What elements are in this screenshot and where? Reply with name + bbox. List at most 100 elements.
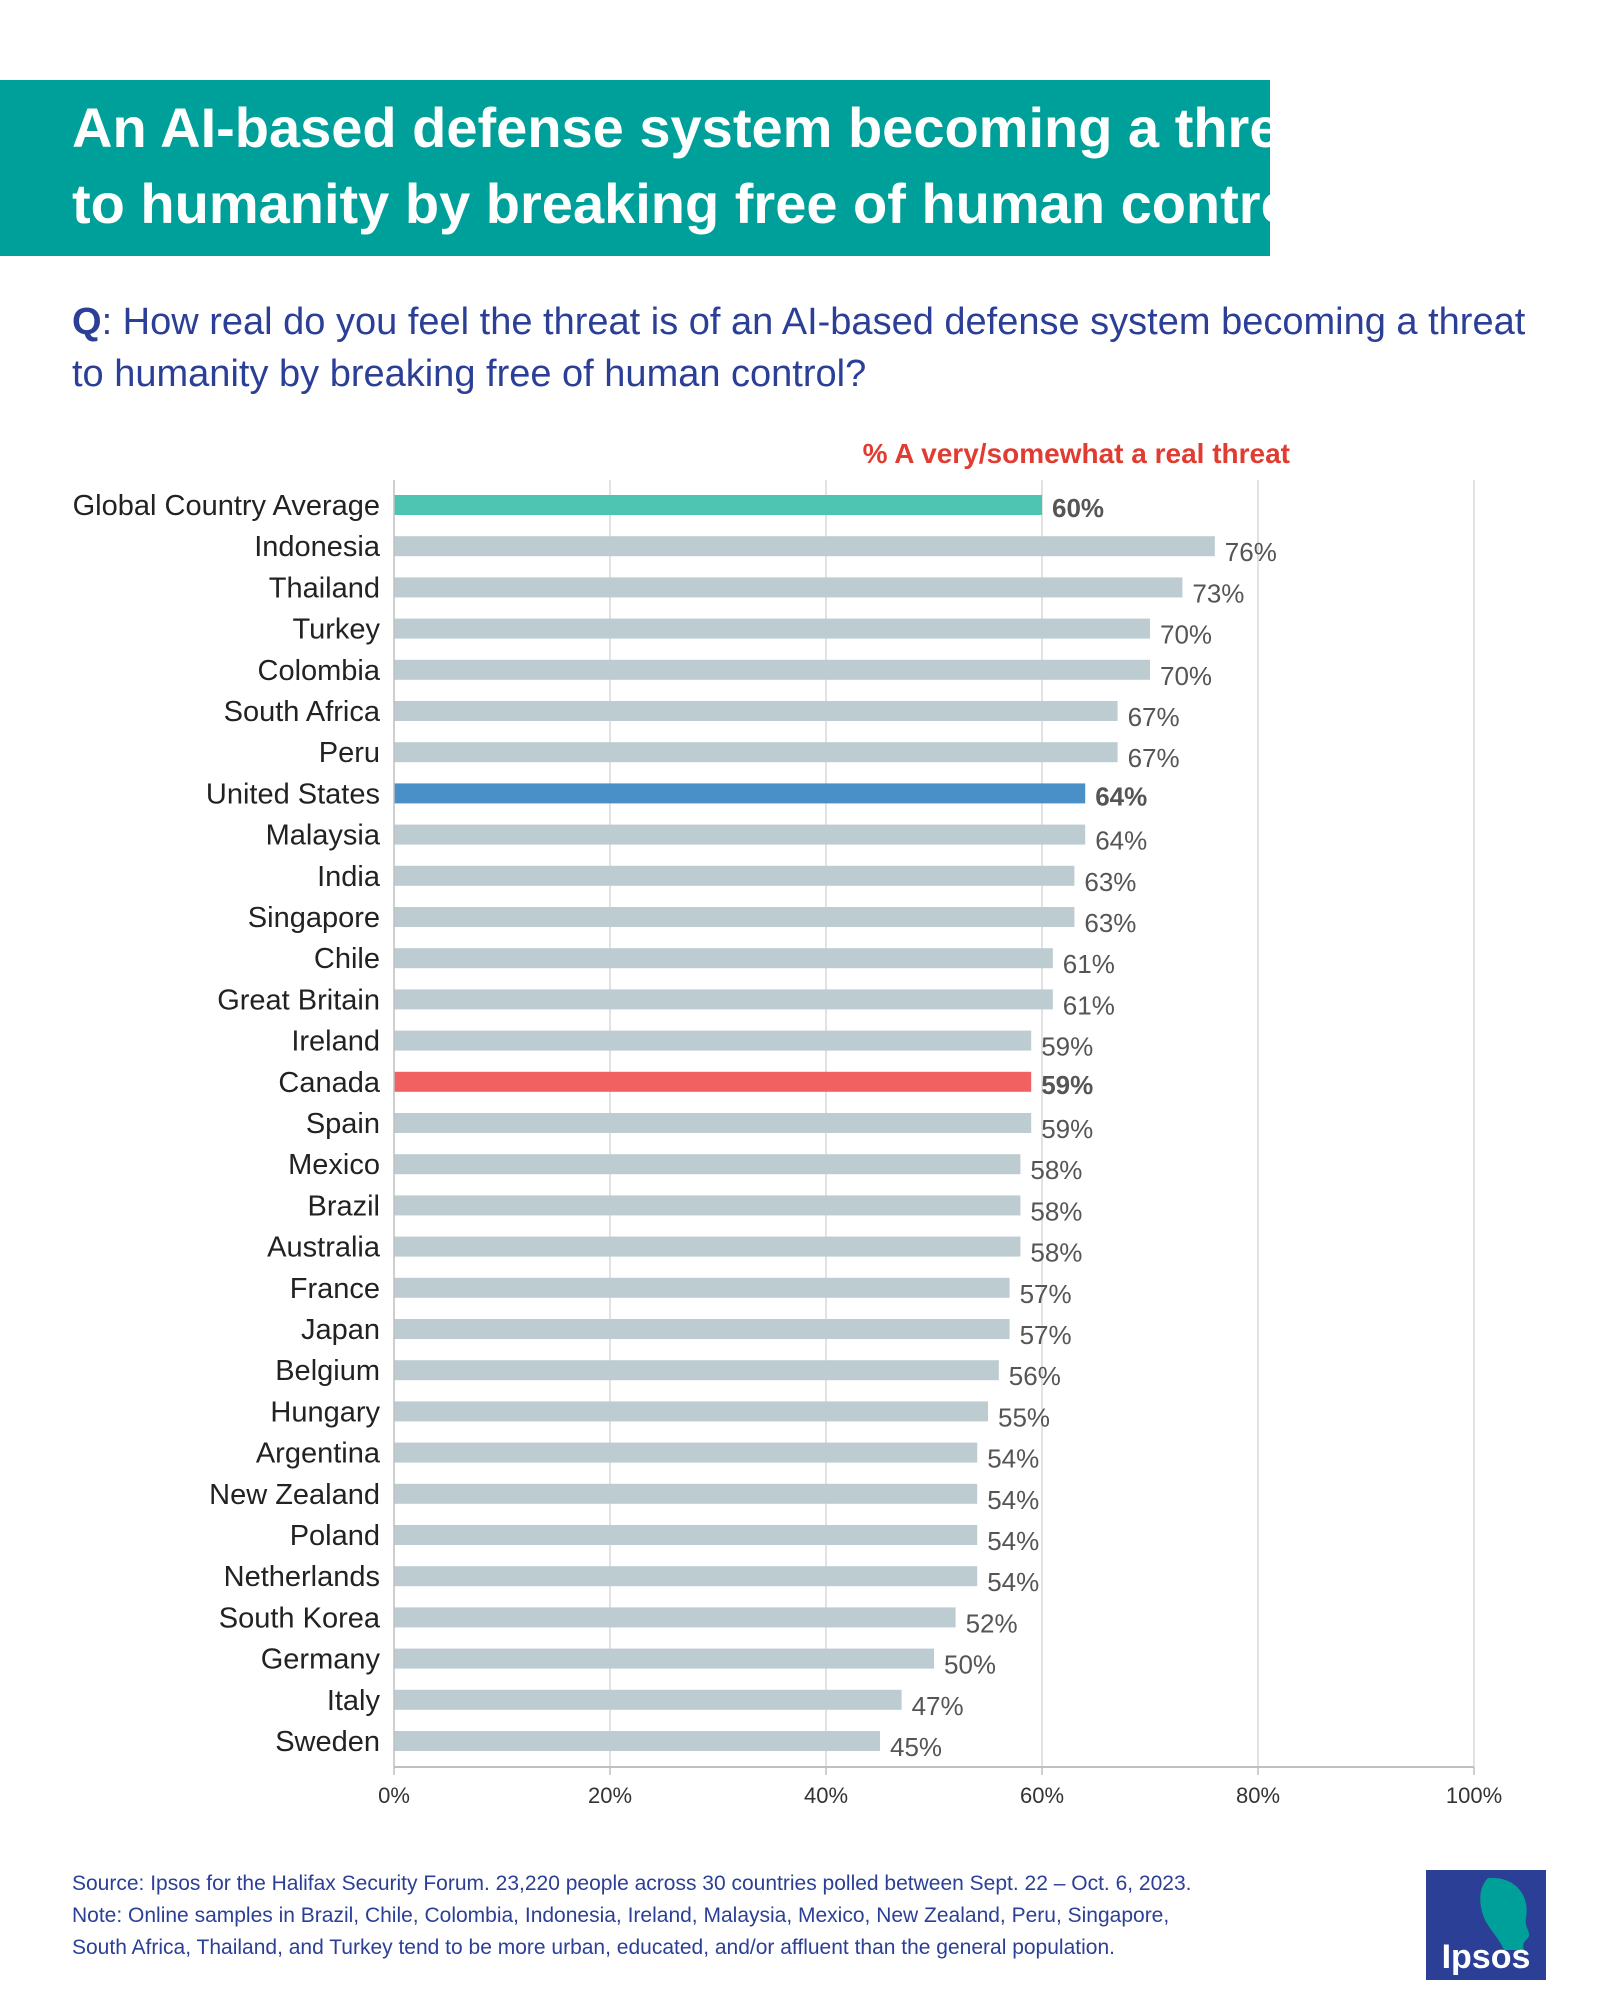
value-label: 57% (1020, 1279, 1072, 1309)
bar (394, 1483, 978, 1504)
category-label: Netherlands (224, 1561, 380, 1593)
ipsos-head-logo-icon: Ipsos (1426, 1870, 1546, 1980)
category-label: Turkey (292, 614, 380, 646)
category-label: Japan (301, 1314, 380, 1346)
category-label: Chile (314, 943, 380, 975)
value-label: 58% (1030, 1196, 1082, 1226)
category-label: Indonesia (254, 531, 381, 563)
bar (394, 824, 1086, 845)
value-label: 47% (912, 1691, 964, 1721)
category-label: Malaysia (266, 820, 381, 852)
value-label: 50% (944, 1650, 996, 1680)
category-label: Poland (290, 1520, 380, 1552)
value-label: 59% (1041, 1070, 1093, 1100)
question-text: : How real do you feel the threat is of … (72, 301, 1526, 395)
bar (394, 1195, 1021, 1216)
bar-chart: Global Country Average 60% Indonesia 76% Tha… (73, 480, 1502, 1808)
category-label: New Zealand (209, 1479, 380, 1511)
value-label: 67% (1128, 702, 1180, 732)
x-tick-label: 0% (378, 1783, 410, 1808)
question-prefix: Q (72, 301, 102, 343)
bar (394, 536, 1215, 557)
value-label: 58% (1030, 1155, 1082, 1185)
bar (394, 783, 1086, 804)
bar (394, 1566, 978, 1587)
category-label: South Korea (219, 1602, 381, 1634)
bar (394, 701, 1118, 721)
category-label: Belgium (275, 1355, 380, 1387)
bar (394, 1236, 1021, 1257)
value-label: 61% (1063, 949, 1115, 979)
value-label: 56% (1009, 1361, 1061, 1391)
ipsos-logo-text: Ipsos (1442, 1938, 1531, 1976)
category-label: Brazil (307, 1190, 380, 1222)
category-label: Germany (261, 1644, 381, 1676)
x-tick-label: 20% (588, 1783, 632, 1808)
x-tick-label: 100% (1446, 1783, 1502, 1808)
bar (394, 659, 1150, 680)
category-label: India (317, 861, 381, 893)
value-label: 57% (1020, 1320, 1072, 1350)
value-label: 59% (1041, 1114, 1093, 1144)
bar (394, 1442, 978, 1463)
value-label: 64% (1095, 826, 1147, 856)
category-label: Spain (306, 1108, 380, 1140)
value-label: 67% (1128, 743, 1180, 773)
bar (394, 865, 1075, 886)
bar (394, 1319, 1010, 1339)
value-label: 45% (890, 1732, 942, 1762)
category-label: Australia (267, 1232, 381, 1264)
bar (394, 1113, 1032, 1133)
bar (394, 742, 1118, 763)
value-label: 59% (1041, 1032, 1093, 1062)
bar (394, 1360, 999, 1381)
source-note: Source: Ipsos for the Halifax Security F… (72, 1872, 1192, 1895)
category-label: Argentina (256, 1438, 381, 1470)
category-label: Ireland (291, 1026, 380, 1058)
x-tick-label: 80% (1236, 1783, 1280, 1808)
question: Q: How real do you feel the threat is of… (72, 296, 1532, 400)
bar (394, 1030, 1032, 1051)
value-label: 54% (987, 1444, 1039, 1474)
category-label: South Africa (224, 696, 381, 728)
value-label: 54% (987, 1485, 1039, 1515)
category-label: Peru (319, 737, 380, 769)
bar (394, 989, 1053, 1010)
value-label: 54% (987, 1526, 1039, 1556)
bar (394, 1277, 1010, 1298)
value-label: 63% (1084, 867, 1136, 897)
ipsos-logo: Ipsos (1426, 1870, 1546, 1980)
bar (394, 907, 1075, 927)
category-label: France (290, 1273, 380, 1305)
bar (394, 1731, 880, 1751)
value-label: 52% (966, 1608, 1018, 1638)
value-label: 63% (1084, 908, 1136, 938)
category-label: Italy (327, 1685, 381, 1717)
bar (394, 1525, 978, 1545)
value-label: 61% (1063, 990, 1115, 1020)
category-label: Mexico (288, 1149, 380, 1181)
x-tick-label: 60% (1020, 1783, 1064, 1808)
series-label: % A very/somewhat a real threat (862, 438, 1290, 469)
category-label: Hungary (270, 1396, 380, 1428)
value-label: 70% (1160, 620, 1212, 650)
x-tick-label: 40% (804, 1783, 848, 1808)
value-label: 76% (1225, 537, 1277, 567)
value-label: 64% (1095, 781, 1147, 811)
value-label: 60% (1052, 493, 1104, 523)
bar (394, 1689, 902, 1710)
category-label: Canada (278, 1067, 380, 1099)
title-line-1: An AI-based defense system becoming a th… (72, 96, 1331, 159)
bar (394, 1648, 934, 1669)
category-label: Great Britain (217, 984, 380, 1016)
category-label: Global Country Average (73, 490, 380, 522)
category-label: United States (206, 778, 380, 810)
sample-note-line-2: South Africa, Thailand, and Turkey tend … (72, 1936, 1115, 1959)
value-label: 54% (987, 1567, 1039, 1597)
value-label: 58% (1030, 1238, 1082, 1268)
bar (394, 618, 1150, 639)
category-label: Singapore (248, 902, 380, 934)
title-banner: An AI-based defense system becoming a th… (0, 80, 1330, 256)
sample-note-line-1: Note: Online samples in Brazil, Chile, C… (72, 1904, 1170, 1927)
bar (394, 1607, 956, 1628)
